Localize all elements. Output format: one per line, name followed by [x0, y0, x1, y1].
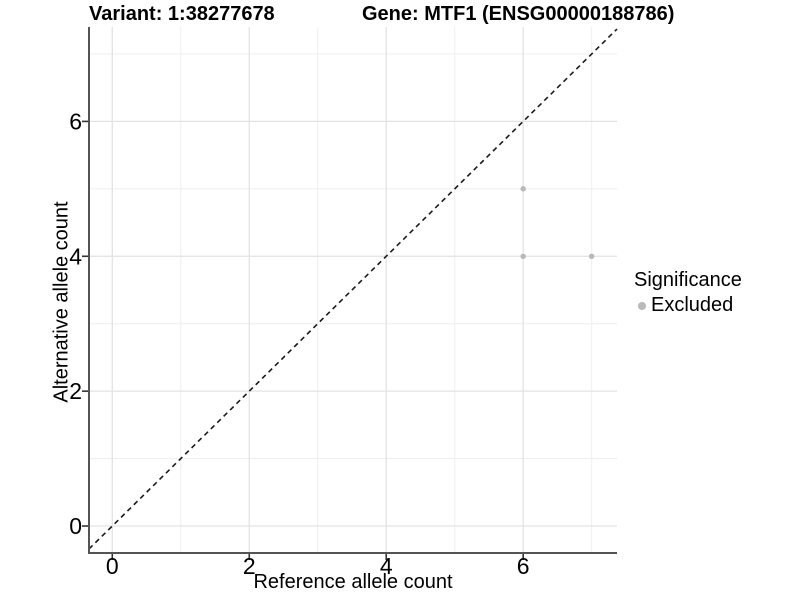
y-tick-label: 6 — [69, 108, 82, 134]
data-point — [588, 253, 595, 259]
x-tick-label: 6 — [517, 553, 530, 579]
legend-dot-icon — [638, 301, 646, 310]
x-axis-title: Reference allele count — [253, 571, 453, 593]
y-tick-label: 2 — [69, 378, 82, 404]
y-tick-label: 4 — [69, 243, 82, 269]
x-tick-label: 0 — [106, 553, 119, 579]
data-point — [520, 253, 526, 259]
identity-line — [88, 28, 618, 550]
plot-title-gene: Gene: MTF1 (ENSG00000188786) — [362, 3, 675, 25]
y-axis-title: Alternative allele count — [50, 201, 73, 403]
x-tick-label: 4 — [380, 553, 393, 579]
data-point — [520, 186, 526, 192]
x-tick-label: 2 — [243, 553, 256, 579]
y-tick-label: 0 — [69, 513, 82, 539]
legend-entry-excluded: Excluded — [634, 294, 742, 317]
legend-entry-label: Excluded — [651, 294, 734, 316]
legend-title: Significance — [634, 269, 742, 291]
plot-title-variant: Variant: 1:38277678 — [89, 3, 275, 25]
legend: Significance Excluded — [634, 268, 742, 317]
